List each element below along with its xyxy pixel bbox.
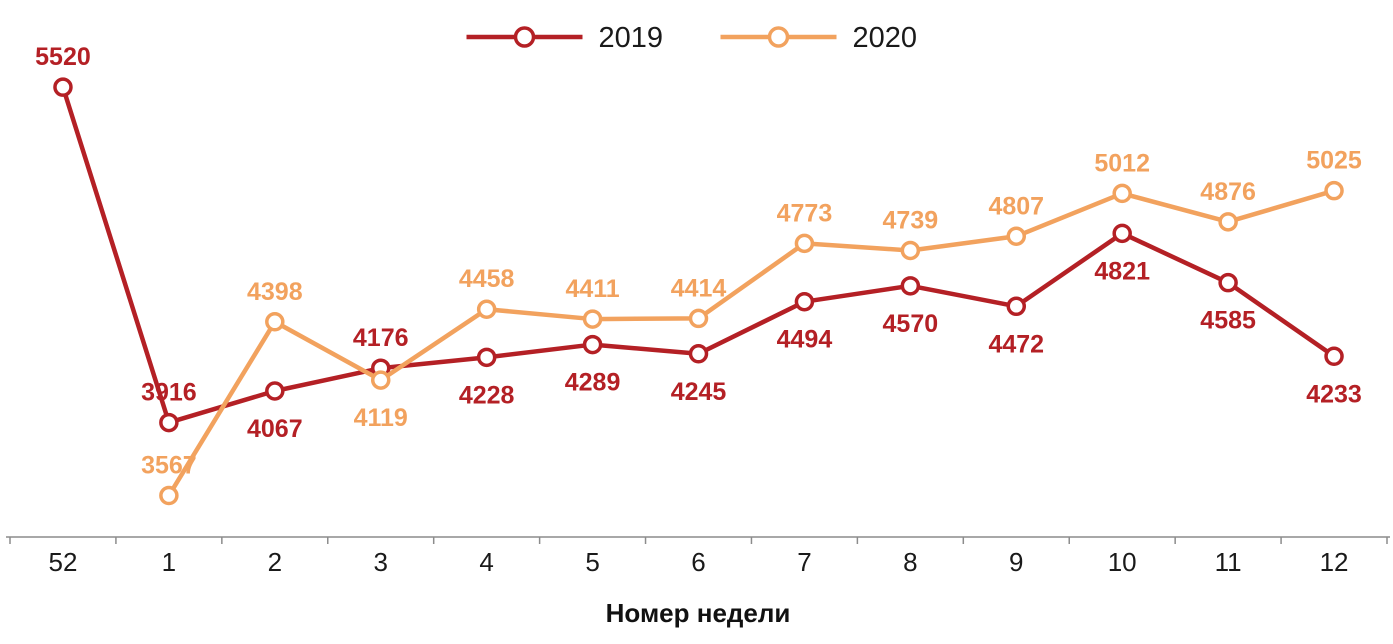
data-label-2019: 4233 [1306,380,1362,408]
x-category-label: 8 [903,547,917,577]
data-point-2019 [900,276,921,296]
data-label-2019: 4228 [459,381,515,409]
data-point-2020 [582,309,603,329]
data-point-2020 [1112,183,1132,204]
data-label-2020: 4398 [247,278,303,306]
data-label-2019: 4821 [1094,257,1150,285]
legend-label-2019: 2019 [599,22,664,54]
data-point-2020 [1218,212,1238,232]
x-category-label: 52 [49,547,78,577]
data-label-2019: 4472 [988,330,1044,358]
data-point-2019 [1324,346,1344,367]
x-category-label: 6 [691,547,705,577]
x-category-label: 1 [162,547,176,577]
data-label-2020: 5025 [1306,147,1362,175]
data-label-2019: 4494 [777,326,833,354]
data-label-2020: 4411 [565,275,619,303]
data-point-2020 [794,233,815,254]
data-point-2020 [476,299,497,319]
data-label-2019: 4585 [1200,307,1256,335]
data-point-2019 [476,347,497,368]
data-point-2019 [1006,296,1027,317]
data-point-2020 [159,485,179,506]
data-label-2019: 4289 [565,369,621,397]
x-category-label: 7 [797,547,811,577]
x-category-label: 4 [479,547,493,577]
legend-item-2019: 2019 [466,22,664,54]
data-label-2019: 3916 [141,379,197,407]
x-axis-title: Номер недели [606,598,791,628]
data-point-2020 [265,312,285,332]
x-category-label: 5 [585,547,599,577]
data-label-2020: 4458 [459,265,515,293]
data-label-2020: 4876 [1200,178,1256,206]
series-line-2019 [60,84,1337,425]
data-label-2020: 4807 [988,192,1044,220]
data-label-2019: 4245 [671,378,727,406]
data-point-2020 [370,370,391,390]
data-point-2019 [1112,223,1132,244]
x-category-label: 12 [1320,547,1349,577]
data-label-2020: 4414 [671,274,727,302]
data-label-2020: 5012 [1094,149,1150,177]
data-label-2019: 4067 [247,415,303,443]
data-label-2020: 4119 [354,404,408,432]
x-category-label: 10 [1108,547,1137,577]
x-category-label: 11 [1215,547,1242,577]
data-point-2020 [1324,180,1344,201]
legend-marker-icon [513,26,536,48]
data-point-2020 [688,308,709,329]
data-point-2020 [1006,226,1027,247]
data-label-2019: 4176 [353,324,409,352]
data-point-2019 [159,412,179,433]
legend-marker-icon [767,26,790,48]
x-category-label: 9 [1009,547,1023,577]
data-label-2020: 3567 [141,452,197,480]
data-label-2020: 4773 [777,199,833,227]
data-point-2020 [900,240,921,261]
data-point-2019 [1218,272,1238,293]
data-point-2019 [794,291,815,312]
data-point-2019 [265,381,285,401]
legend-item-2020: 2020 [720,22,918,54]
data-label-2019: 4570 [883,310,939,338]
data-label-2020: 4739 [883,206,939,234]
legend-label-2020: 2020 [853,22,918,54]
data-point-2019 [53,77,73,97]
data-label-2019: 5520 [35,43,91,71]
data-point-2019 [582,334,603,355]
x-category-label: 3 [373,547,387,577]
data-point-2019 [688,344,709,364]
series-line-2020 [166,188,1337,498]
x-category-label: 2 [268,547,282,577]
